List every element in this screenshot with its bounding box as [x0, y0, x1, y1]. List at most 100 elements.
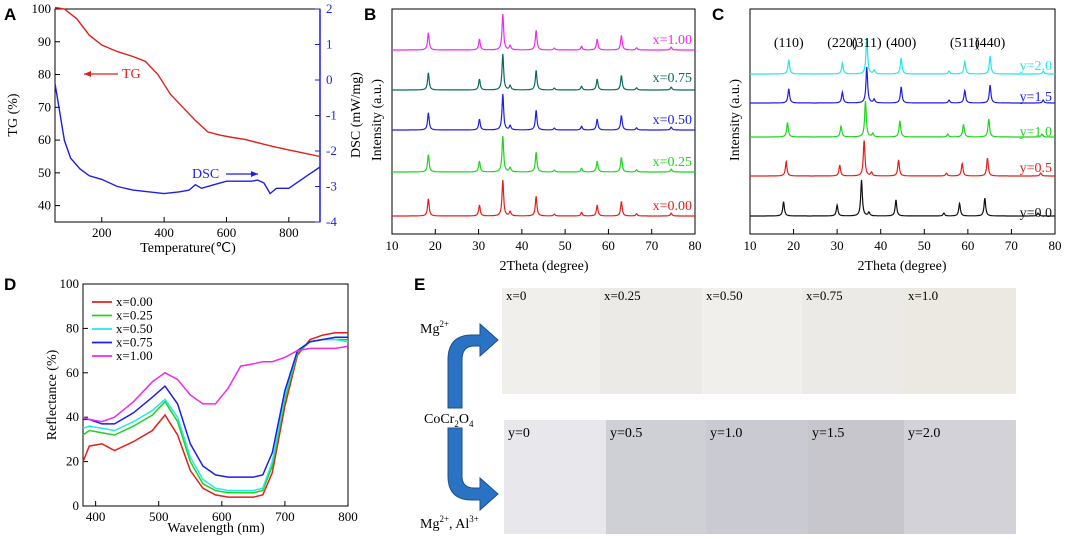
panel-b-ylabel: Intensity (a.u.)	[370, 79, 385, 161]
b-xtick-label: 10	[386, 238, 399, 253]
tg-annotation: TG	[122, 67, 141, 82]
c-xtick-label: 20	[787, 238, 800, 253]
d-legend-label: x=0.00	[116, 294, 153, 309]
a-ytick2-label: -2	[326, 143, 337, 158]
panel-b-xlabel: 2Theta (degree)	[500, 259, 589, 274]
panel-c-peak-labels: (110) (220)(311) (400) (511)(440)	[774, 36, 1006, 51]
b-series-1	[392, 135, 695, 173]
a-ytick-label: 100	[32, 1, 52, 16]
dsc-arrowhead	[251, 171, 258, 177]
panel-d-chart: 400 500 600 700 800 0 20 40 60 80 100 x=0.00x=0.25…	[45, 276, 358, 536]
b-xtick-label: 20	[429, 238, 442, 253]
photo-label-bottom: y=2.0	[908, 426, 940, 441]
photo-label-bottom: y=0.5	[610, 426, 642, 441]
d-legend-label: x=0.25	[116, 308, 153, 323]
c-series-0	[750, 179, 1055, 217]
b-series-label: x=1.00	[653, 33, 692, 48]
photo-label-bottom: y=0	[508, 426, 530, 441]
a-ytick2-label: -1	[326, 108, 337, 123]
a-ytick-label: 50	[38, 165, 51, 180]
d-series-4	[82, 345, 349, 423]
c-series-label: y=0.0	[1020, 206, 1052, 221]
a-ytick-label: 70	[38, 99, 51, 114]
panel-b-lines: x=0.00 x=0.25 x=0.50 x=0.75 x=1.00	[392, 13, 695, 217]
b-xtick-label: 80	[689, 238, 702, 253]
photo-tile-bottom	[706, 420, 808, 534]
arrow-to-bottom-icon	[447, 427, 499, 512]
d-series-3	[83, 336, 348, 478]
panel-c-lines: y=0.0 y=0.5 y=1.0 y=1.5 y=2.0	[750, 37, 1055, 221]
a-ytick-label: 90	[38, 34, 51, 49]
d-ytick-label: 40	[66, 409, 79, 424]
panel-d-frame	[82, 283, 349, 507]
photo-tile-top	[802, 288, 904, 394]
b-series-3	[392, 53, 695, 91]
d-legend-label: x=0.75	[116, 335, 153, 350]
c-xtick-label: 40	[874, 238, 887, 253]
d-series-1	[82, 338, 348, 494]
panel-d-ylabel: Reflectance (%)	[45, 349, 60, 440]
d-xtick-label: 700	[275, 509, 295, 524]
c-xtick-label: 10	[744, 238, 757, 253]
panel-a-xlabel: Temperature(℃)	[140, 241, 236, 256]
c-series-label: y=1.5	[1020, 90, 1052, 105]
c-peak-label: (311)	[852, 36, 882, 51]
panel-c-frame	[749, 8, 1056, 235]
c-series-2	[750, 101, 1055, 138]
photo-label-bottom: y=1.0	[710, 426, 742, 441]
panel-c-xlabel: 2Theta (degree)	[858, 259, 947, 274]
mg-label: Mg2+	[420, 319, 449, 337]
photo-tile-top	[702, 288, 802, 394]
d-legend-label: x=0.50	[116, 321, 153, 336]
c-series-label: y=1.0	[1020, 125, 1052, 140]
panel-d-lines	[82, 332, 349, 498]
a-xtick-label: 400	[154, 225, 174, 240]
d-ytick-label: 100	[60, 276, 80, 291]
b-xtick-label: 30	[472, 238, 485, 253]
photo-tile-top	[600, 288, 702, 394]
c-xtick-label: 30	[831, 238, 844, 253]
c-series-4	[750, 37, 1055, 75]
d-legend-label: x=1.00	[116, 348, 153, 363]
arrow-to-top-icon	[447, 322, 499, 409]
photo-label-top: x=0.25	[604, 288, 641, 303]
mg-al-label: Mg2+, Al3+	[420, 514, 479, 532]
panel-d-ticks: 400 500 600 700 800 0 20 40 60 80 100	[60, 276, 358, 524]
c-peak-label: (220)	[827, 36, 858, 51]
a-ytick-label: 60	[38, 132, 51, 147]
d-ytick-label: 0	[73, 498, 80, 513]
tg-arrowhead	[84, 71, 91, 77]
a-ytick2-label: -4	[326, 214, 337, 229]
b-xtick-label: 40	[515, 238, 528, 253]
c-xtick-label: 50	[918, 238, 931, 253]
panel-a-ylabel2: DSC (mW/mg)	[349, 72, 364, 158]
panel-e-label: E	[414, 275, 425, 294]
panel-c-label: C	[712, 5, 724, 24]
panel-b-frame	[391, 8, 696, 235]
b-series-2	[392, 93, 695, 131]
powder-photo-grid: x=0 x=0.25 x=0.50 x=0.75 x=1.0 y=0 y=0.5 y=1.0 y…	[502, 288, 1016, 534]
b-series-0	[392, 179, 695, 217]
c-peak-label: (511)	[950, 36, 980, 51]
photo-tile-bottom	[904, 420, 1016, 534]
a-ytick2-label: 1	[326, 37, 333, 52]
a-ytick2-label: 0	[326, 72, 333, 87]
photo-tile-top	[904, 288, 1016, 394]
photo-label-top: x=1.0	[908, 288, 938, 303]
c-xtick-label: 70	[1005, 238, 1018, 253]
a-ytick-label: 40	[38, 198, 51, 213]
photo-tile-bottom	[504, 420, 606, 534]
b-xtick-label: 70	[645, 238, 658, 253]
b-series-4	[392, 13, 695, 51]
c-peak-label: (110)	[774, 36, 804, 51]
panel-a-lines	[54, 6, 321, 195]
b-xtick-label: 50	[559, 238, 572, 253]
panel-d-legend: x=0.00x=0.25x=0.50x=0.75x=1.00	[92, 294, 153, 363]
photo-tile-bottom	[808, 420, 904, 534]
panel-d-xlabel: Wavelength (nm)	[167, 521, 265, 536]
c-peak-label: (400)	[886, 36, 917, 51]
panel-a-ticks: 200 400 600 800 40 50 60 70 80 90 100 -4 -3 -2 -1 0 1 2	[32, 1, 338, 240]
panel-b-ticks: 10 20 30 40 50 60 70 80	[386, 229, 702, 253]
d-xtick-label: 500	[149, 509, 169, 524]
